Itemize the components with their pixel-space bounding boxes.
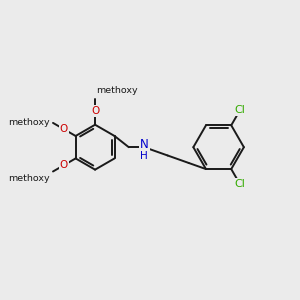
Text: Cl: Cl	[235, 105, 245, 115]
Text: methoxy: methoxy	[9, 118, 50, 127]
Text: N: N	[140, 138, 148, 152]
Text: Cl: Cl	[235, 179, 245, 189]
Text: methoxy: methoxy	[9, 174, 50, 183]
Text: O: O	[60, 124, 68, 134]
Text: O: O	[60, 160, 68, 170]
Text: H: H	[140, 151, 148, 160]
Text: O: O	[91, 106, 99, 116]
Text: methoxy: methoxy	[97, 86, 138, 95]
